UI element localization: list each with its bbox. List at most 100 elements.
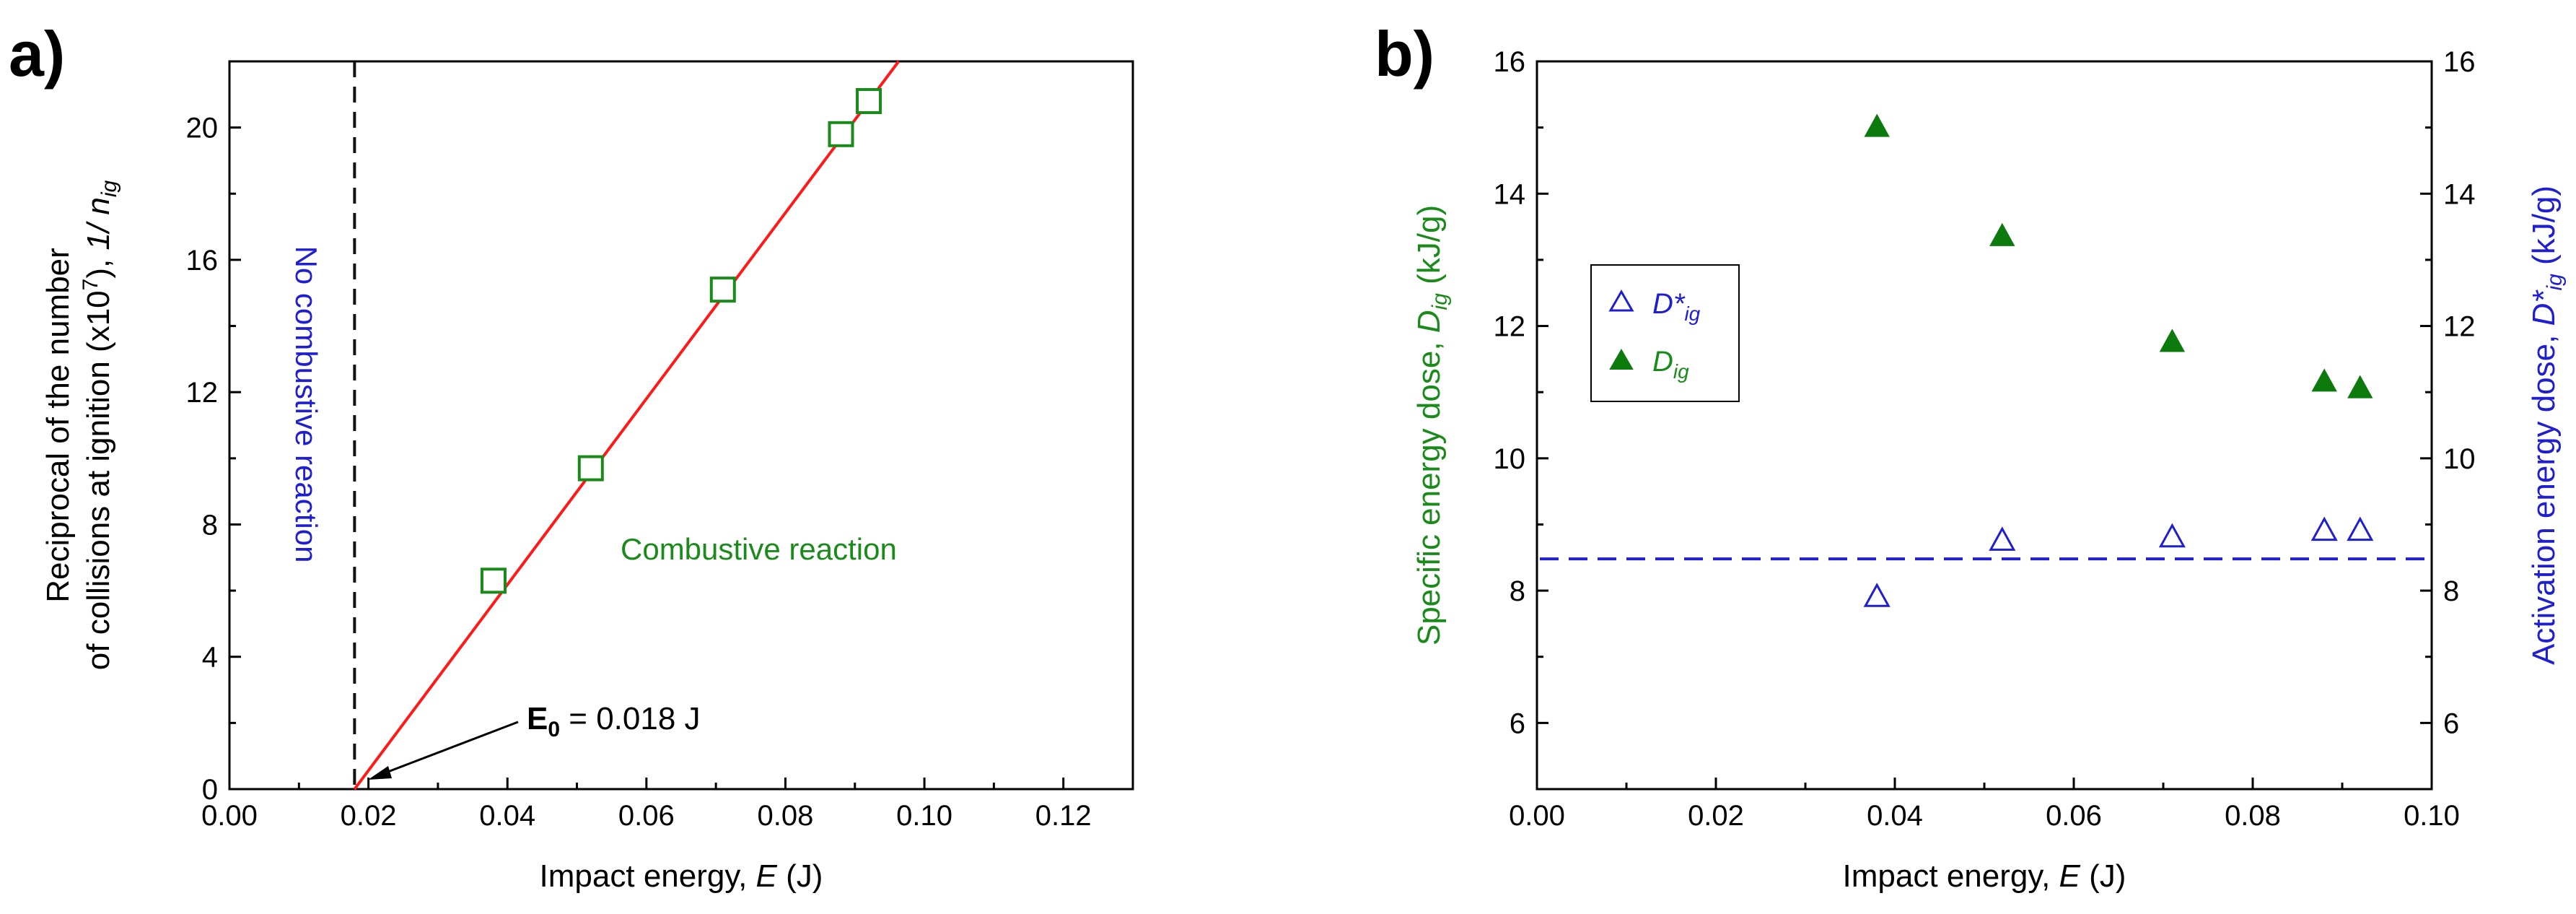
panel-b-x-label-var: E — [2059, 858, 2081, 894]
y-tick-label: 20 — [186, 113, 219, 144]
e0-annotation: E0 = 0.018 J — [527, 701, 701, 741]
data-point-open-triangle — [2158, 523, 2186, 548]
left-y-tick-label: 6 — [1510, 708, 1525, 739]
legend-dstar-sub: ig — [1684, 303, 1700, 325]
left-y-tick-label: 16 — [1494, 46, 1526, 78]
panel-b-left-y-label-text: Specific energy dose, — [1411, 333, 1447, 645]
panel-a-x-axis-label: Impact energy, E (J) — [540, 858, 823, 894]
x-tick-label: 0.02 — [341, 800, 397, 832]
legend-d-main: D — [1652, 346, 1673, 378]
panel-a-y-ticks: 0 4 8 12 16 20 — [186, 113, 241, 806]
panel-b-left-y-label-var: D — [1411, 310, 1447, 333]
x-tick-label: 0.00 — [1509, 800, 1565, 832]
y-tick-label: 0 — [202, 774, 218, 806]
panel-b-right-y-label-sub: ig — [2543, 274, 2567, 291]
x-tick-label: 0.02 — [1688, 800, 1744, 832]
panel-b-right-y-label-unit: (kJ/g) — [2526, 186, 2562, 274]
panel-a-y-label-part: of collisions at ignition (x10 — [81, 290, 116, 670]
panel-b-right-y-label-var: D* — [2526, 290, 2562, 326]
right-y-tick-label: 12 — [2443, 311, 2476, 343]
panel-b-right-y-ticks: 6 8 10 12 14 16 — [2420, 46, 2476, 791]
y-tick-label: 4 — [202, 642, 218, 674]
right-y-tick-label: 14 — [2443, 178, 2476, 210]
x-tick-label: 0.08 — [758, 800, 814, 832]
combustive-annotation: Combustive reaction — [621, 532, 897, 566]
left-y-tick-label: 8 — [1510, 575, 1525, 607]
right-y-tick-label: 10 — [2443, 443, 2476, 475]
panel-a-y-label-sup: 7 — [79, 279, 102, 291]
x-tick-label: 0.04 — [1867, 800, 1923, 832]
panel-b-right-y-label: Activation energy dose, D*ig (kJ/g) — [2526, 186, 2567, 665]
panel-b-left-y-ticks: 6 8 10 12 14 16 — [1494, 46, 1548, 791]
panel-b-left-y-axis-label: Specific energy dose, Dig (kJ/g) — [1411, 205, 1452, 645]
data-point-square — [480, 567, 507, 594]
panel-a: a) 0.00 0.02 0.04 0.06 0.08 0.10 0.12 0 4 8 12 16 2… — [9, 18, 1134, 894]
y-tick-label: 12 — [186, 377, 219, 409]
data-point-open-triangle — [2310, 516, 2338, 541]
panel-b-filled-triangle-points — [1864, 113, 2373, 399]
e0-subscript: 0 — [548, 718, 560, 741]
data-point-filled-triangle — [2311, 368, 2337, 392]
e0-value: = 0.018 J — [560, 701, 700, 736]
panel-a-y-label-line2: of collisions at ignition (x107), 1/ nig — [79, 180, 121, 670]
panel-a-label: a) — [9, 18, 65, 90]
legend-d-label: Dig — [1652, 346, 1689, 383]
data-point-open-triangle — [1863, 583, 1891, 607]
no-reaction-annotation: No combustive reaction — [289, 246, 323, 563]
panel-b-x-ticks: 0.00 0.02 0.04 0.06 0.08 0.10 — [1509, 778, 2460, 832]
panel-a-data-points — [480, 87, 882, 594]
x-tick-label: 0.10 — [2404, 800, 2460, 832]
e0-arrow-head — [368, 766, 392, 780]
legend-filled-triangle-icon — [1609, 348, 1634, 370]
x-tick-label: 0.08 — [2225, 800, 2281, 832]
panel-b-plot-frame — [1535, 60, 2433, 791]
x-tick-label: 0.10 — [896, 800, 952, 832]
panel-b-open-triangle-points — [1863, 516, 2374, 607]
left-y-tick-label: 14 — [1494, 178, 1526, 210]
panel-b: b) 0.00 0.02 0.04 0.06 0.08 0.10 6 8 10 12 14 16 6… — [1375, 18, 2567, 894]
panel-a-y-axis-label: Reciprocal of the number of collisions a… — [40, 180, 121, 670]
panel-b-left-y-label: Specific energy dose, Dig (kJ/g) — [1411, 205, 1452, 645]
panel-b-legend: D*ig Dig — [1590, 264, 1740, 402]
data-point-square — [828, 121, 854, 147]
panel-b-right-y-label-text: Activation energy dose, — [2526, 326, 2562, 665]
panel-b-left-y-label-sub: ig — [1428, 293, 1452, 310]
legend-d-sub: ig — [1673, 360, 1689, 383]
e0-arrow-line — [376, 721, 519, 778]
panel-a-x-label-var: E — [756, 858, 778, 894]
x-tick-label: 0.00 — [201, 800, 258, 832]
panel-a-y-label-part2: ), — [81, 251, 116, 279]
right-y-tick-label: 16 — [2443, 46, 2476, 78]
legend-dstar-main: D* — [1652, 288, 1686, 320]
data-point-filled-triangle — [1864, 113, 1890, 137]
panel-b-label: b) — [1375, 18, 1434, 90]
legend-dstar-label: D*ig — [1652, 288, 1701, 325]
data-point-filled-triangle — [2347, 375, 2373, 399]
data-point-filled-triangle — [1989, 222, 2015, 246]
y-tick-label: 16 — [186, 245, 219, 277]
x-tick-label: 0.06 — [618, 800, 675, 832]
x-tick-label: 0.06 — [2046, 800, 2102, 832]
data-point-square — [577, 455, 604, 482]
legend-open-triangle-icon — [1608, 289, 1634, 312]
panel-a-y-label-var: 1/ n — [81, 197, 116, 250]
legend-box — [1590, 264, 1740, 402]
data-point-filled-triangle — [2159, 328, 2186, 352]
panel-a-plot-frame — [228, 60, 1134, 791]
data-point-open-triangle — [2347, 516, 2374, 541]
panel-a-y-label-sub: ig — [97, 180, 121, 197]
left-y-tick-label: 12 — [1494, 311, 1526, 343]
panel-a-x-label-text: Impact energy, — [540, 858, 756, 894]
panel-b-right-y-axis-label: Activation energy dose, D*ig (kJ/g) — [2526, 186, 2567, 665]
panel-a-x-label-unit: (J) — [777, 858, 823, 894]
right-y-tick-label: 8 — [2443, 575, 2459, 607]
left-y-tick-label: 10 — [1494, 443, 1526, 475]
panel-a-x-ticks: 0.00 0.02 0.04 0.06 0.08 0.10 0.12 — [201, 778, 1092, 832]
e0-symbol: E — [527, 701, 548, 736]
right-y-tick-label: 6 — [2443, 708, 2459, 739]
x-tick-label: 0.12 — [1035, 800, 1092, 832]
data-point-open-triangle — [1989, 526, 2016, 551]
y-tick-label: 8 — [202, 509, 218, 541]
data-point-square — [709, 277, 736, 303]
